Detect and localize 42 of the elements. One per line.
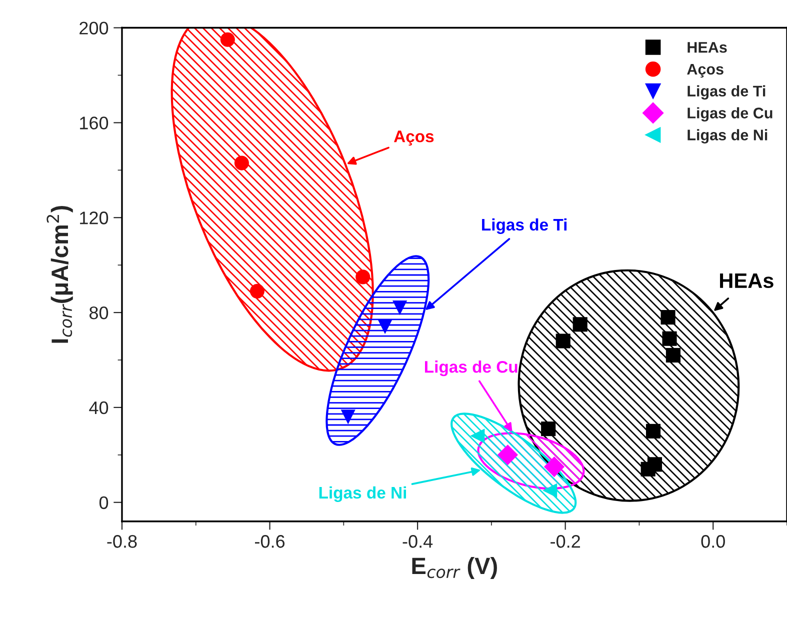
point (662, 331, 677, 346)
legend-label: Ligas de Ni (688, 129, 768, 144)
point (250, 284, 264, 298)
annotation: Ligas de Ti (482, 218, 567, 234)
point (392, 300, 408, 316)
point (640, 462, 656, 476)
point (542, 483, 558, 498)
point (646, 424, 661, 438)
y-tick-label: 40 (89, 401, 108, 414)
point (340, 410, 356, 424)
y-tick-label: 120 (80, 212, 108, 224)
point (470, 428, 485, 444)
x-tick-label: -0.8 (107, 535, 137, 548)
y-tick-label: 200 (80, 22, 108, 34)
legend-label: Ligas de Ti (688, 85, 766, 100)
point (572, 317, 588, 332)
legend-label: Ligas de Cu (688, 107, 772, 122)
x-tick-label: -0.6 (255, 535, 285, 548)
x-tick-label: -0.4 (402, 535, 433, 548)
point (556, 334, 570, 348)
annotation: Aços (394, 130, 434, 146)
y-tick-label: 80 (89, 306, 108, 320)
point (541, 422, 556, 436)
point (544, 456, 565, 478)
point (660, 310, 676, 325)
annotation: HEAs (720, 274, 774, 288)
legend-label: Aços (687, 64, 724, 78)
y-tick-label: 0 (99, 496, 108, 510)
point (356, 270, 370, 284)
x-tick-label: 0.0 (701, 535, 725, 548)
point (378, 319, 392, 334)
x-tick-label: -0.2 (550, 535, 580, 548)
point (220, 32, 235, 47)
x-axis-title: E$_{corr}$ (V) (412, 556, 497, 579)
point (666, 348, 680, 363)
annotation: Ligas de Ni (319, 486, 406, 502)
point (497, 444, 518, 466)
point (234, 156, 249, 170)
y-axis-title: I$_{corr}$(μA/cm$^{2}$) (46, 206, 73, 343)
annotation: Ligas de Cu (425, 360, 518, 376)
y-tick-label: 160 (80, 116, 108, 130)
legend-label: HEAs (688, 42, 727, 53)
